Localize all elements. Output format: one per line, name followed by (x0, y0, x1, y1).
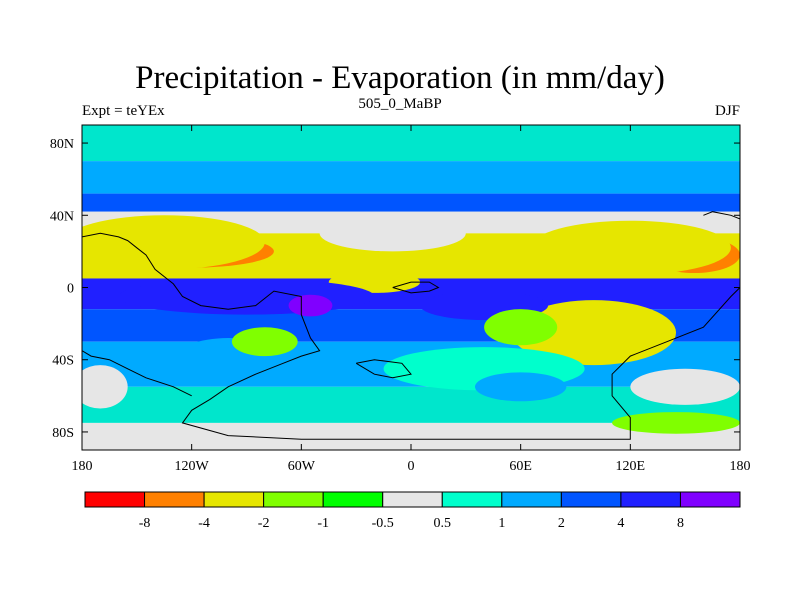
field-region-17 (82, 365, 128, 409)
coastline-3 (703, 211, 740, 220)
axis-ticks: 180 120W 60W 0 60E 120E 180 80N 40N 0 40S 80S (50, 125, 751, 474)
x-tick-label: 60W (288, 459, 316, 474)
colorbar-label: -2 (258, 516, 270, 531)
field-band-0 (82, 125, 740, 162)
coastline-4 (355, 359, 412, 379)
x-tick-label: 180 (730, 459, 751, 474)
field-band-2 (82, 193, 740, 212)
x-tick-label: 120W (175, 459, 210, 474)
field-region-1 (82, 215, 265, 270)
y-tick-label: 40S (52, 354, 74, 369)
x-tick-label: 60E (509, 459, 532, 474)
colorbar-label: 2 (558, 516, 565, 531)
colorbar-swatch-2 (203, 491, 265, 508)
coastline-0 (82, 232, 740, 440)
plot-subtitle: 505_0_MaBP (358, 96, 442, 112)
colorbar-label: 8 (677, 516, 684, 531)
field-region-11 (288, 294, 333, 317)
y-tick-label: 40N (50, 209, 74, 224)
field-region-5 (511, 300, 677, 366)
precip-evap-field (82, 125, 740, 450)
colorbar: -8 -4 -2 -1 -0.5 0.5 1 2 4 8 (84, 491, 741, 531)
field-region-18 (484, 309, 558, 346)
field-region-8 (319, 215, 466, 252)
field-region-9 (118, 278, 375, 315)
colorbar-swatch-3 (263, 491, 324, 508)
colorbar-swatch-8 (560, 491, 622, 508)
y-tick-label: 80S (52, 426, 74, 441)
colorbar-swatch-5 (382, 491, 443, 508)
colorbar-label: -4 (198, 516, 210, 531)
colorbar-swatch-4 (322, 491, 384, 508)
colorbar-label: -0.5 (372, 516, 394, 531)
colorbar-label: -8 (139, 516, 151, 531)
field-region-15 (612, 412, 740, 434)
field-region-3 (529, 220, 731, 275)
field-region-19 (474, 372, 567, 402)
colorbar-swatch-10 (679, 491, 741, 508)
x-tick-label: 0 (408, 459, 415, 474)
field-region-6 (411, 255, 576, 277)
field-band-1 (82, 161, 740, 194)
field-region-16 (630, 368, 740, 405)
x-tick-label: 180 (72, 459, 93, 474)
colorbar-label: 0.5 (434, 516, 452, 531)
colorbar-label: 1 (498, 516, 505, 531)
coastline-1 (82, 350, 192, 397)
experiment-label: Expt = teYEx (82, 103, 165, 119)
colorbar-swatch-9 (620, 491, 681, 508)
colorbar-swatch-0 (84, 491, 146, 508)
coastline-layer (82, 211, 740, 440)
y-tick-label: 80N (50, 137, 74, 152)
plot-title: Precipitation - Evaporation (in mm/day) (135, 60, 665, 96)
season-label: DJF (714, 103, 740, 119)
colorbar-label: -1 (317, 516, 329, 531)
colorbar-swatch-1 (144, 491, 205, 508)
colorbar-swatch-6 (441, 491, 503, 508)
colorbar-label: 4 (617, 516, 624, 531)
x-tick-label: 120E (616, 459, 646, 474)
field-region-13 (231, 327, 298, 357)
y-tick-label: 0 (67, 282, 74, 297)
coastline-2 (392, 281, 440, 294)
colorbar-swatch-7 (501, 491, 562, 508)
